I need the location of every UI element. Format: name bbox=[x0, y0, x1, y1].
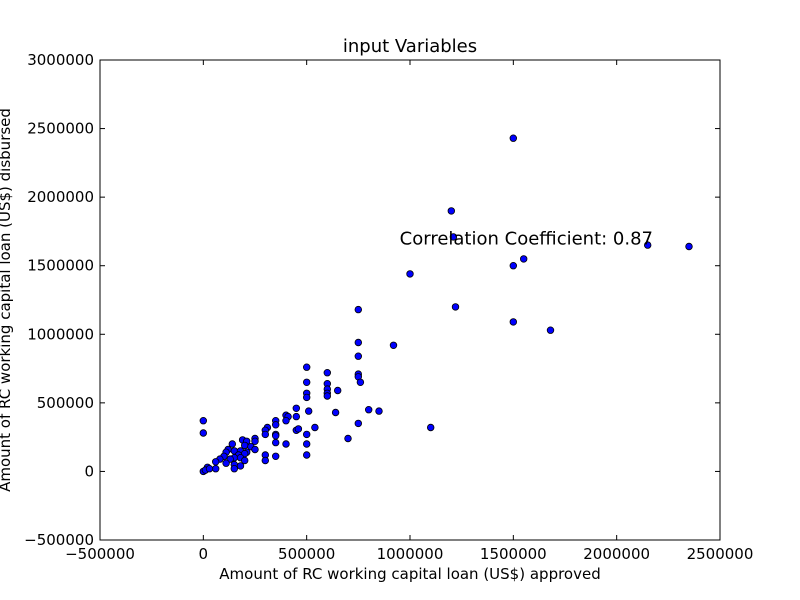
x-tick-label: 2500000 bbox=[687, 545, 754, 563]
data-point bbox=[199, 429, 207, 437]
data-point bbox=[272, 452, 280, 460]
data-point bbox=[331, 408, 340, 417]
data-point bbox=[236, 462, 245, 470]
y-tick-label: 3000000 bbox=[27, 51, 94, 69]
x-axis-ticks: −500000 0 500000 1000000 1500000 2000000 25000… bbox=[65, 60, 753, 563]
data-point bbox=[356, 378, 365, 386]
data-point bbox=[294, 425, 303, 433]
x-tick-label: 2000000 bbox=[583, 545, 650, 563]
data-point bbox=[323, 392, 331, 400]
x-tick-label: 500000 bbox=[278, 545, 335, 563]
y-tick-label: 500000 bbox=[37, 394, 94, 412]
data-point bbox=[354, 305, 362, 314]
data-point bbox=[303, 451, 311, 459]
data-point bbox=[449, 233, 458, 241]
data-point bbox=[305, 407, 313, 415]
data-point bbox=[282, 440, 290, 448]
data-point bbox=[211, 458, 220, 466]
data-point bbox=[205, 465, 214, 473]
data-point bbox=[344, 434, 352, 443]
data-point bbox=[272, 421, 280, 429]
data-point bbox=[303, 430, 311, 439]
y-tick-label: 2500000 bbox=[27, 120, 94, 138]
data-point bbox=[354, 352, 362, 360]
data-point bbox=[292, 412, 300, 421]
data-point bbox=[272, 432, 280, 440]
data-point bbox=[303, 363, 311, 371]
data-point bbox=[251, 445, 259, 454]
y-axis-label: Amount of RC working capital loan (US$) … bbox=[0, 108, 14, 492]
data-point bbox=[334, 386, 342, 395]
data-point bbox=[451, 303, 460, 311]
data-point bbox=[389, 341, 398, 349]
data-point bbox=[303, 393, 311, 402]
data-point bbox=[303, 378, 311, 386]
data-point bbox=[447, 207, 455, 215]
data-point bbox=[354, 419, 362, 428]
data-point bbox=[323, 369, 331, 377]
y-tick-label: 1000000 bbox=[27, 325, 94, 343]
x-tick-label: 1000000 bbox=[377, 545, 444, 563]
data-points bbox=[199, 134, 693, 476]
data-point bbox=[546, 326, 555, 334]
chart-title: input Variables bbox=[343, 36, 477, 57]
data-point bbox=[222, 459, 230, 467]
data-point bbox=[292, 404, 300, 412]
data-point bbox=[509, 318, 517, 326]
data-point bbox=[375, 407, 383, 415]
data-point bbox=[199, 417, 207, 425]
data-point bbox=[240, 456, 249, 465]
data-point bbox=[406, 270, 414, 278]
x-tick-label: 1500000 bbox=[480, 545, 547, 563]
data-point bbox=[520, 255, 528, 263]
data-point bbox=[261, 430, 269, 439]
data-point bbox=[261, 456, 269, 465]
correlation-annotation: Correlation Coefficient: 0.87 bbox=[400, 228, 653, 249]
data-point bbox=[509, 262, 517, 270]
y-tick-label: 1500000 bbox=[27, 257, 94, 275]
y-tick-label: 2000000 bbox=[27, 188, 94, 206]
data-point bbox=[282, 417, 290, 425]
data-point bbox=[685, 242, 693, 251]
data-point bbox=[427, 423, 435, 432]
data-point bbox=[509, 134, 517, 142]
y-tick-label: 0 bbox=[84, 462, 94, 480]
data-point bbox=[240, 441, 249, 450]
x-axis-label: Amount of RC working capital loan (US$) … bbox=[219, 565, 600, 583]
data-point bbox=[311, 423, 319, 432]
y-axis-ticks: −500000 0 500000 1000000 1500000 2000000 25000… bbox=[24, 51, 720, 549]
data-point bbox=[251, 437, 259, 445]
x-tick-label: −500000 bbox=[65, 545, 135, 563]
data-point bbox=[644, 241, 652, 249]
x-tick-label: 0 bbox=[199, 545, 209, 563]
y-tick-label: −500000 bbox=[24, 531, 94, 549]
data-point bbox=[303, 440, 311, 448]
data-point bbox=[272, 438, 280, 447]
data-point bbox=[211, 465, 220, 473]
data-point bbox=[354, 338, 362, 347]
data-point bbox=[365, 406, 373, 414]
data-point bbox=[230, 465, 238, 473]
data-point bbox=[228, 440, 236, 448]
